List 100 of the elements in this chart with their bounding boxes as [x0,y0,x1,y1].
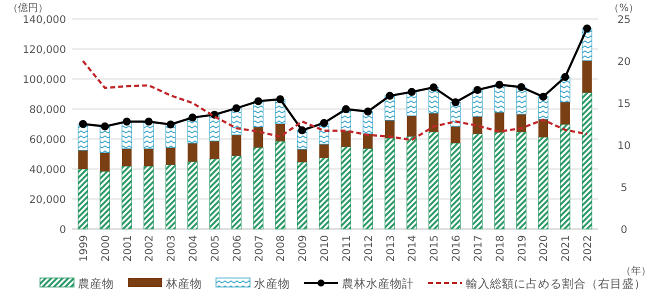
x-axis-title: （年） [621,265,651,277]
bar [100,126,110,153]
x-tick-label: 2006 [231,234,244,262]
point [254,97,262,106]
x-tick-label: 2022 [582,235,594,262]
y-tick-label: 140,000 [22,14,66,26]
legend: 林産物 [128,276,202,290]
bar [209,158,220,230]
x-tick-label: 2009 [297,235,310,262]
bar [341,130,351,147]
x-tick-label: 2019 [516,235,528,262]
y2-tick-label: 20 [617,56,631,68]
y2-tick-label: 0 [620,224,628,236]
y2-tick-label: 15 [617,98,631,110]
bar [560,102,570,124]
x-tick-label: 2013 [384,235,397,262]
y-tick-label: 60,000 [29,134,66,146]
y-tick-label: 100,000 [22,74,66,86]
bar [78,150,88,169]
bar [275,140,286,230]
x-tick-label: 2021 [560,235,572,262]
x-tick-label: 2014 [406,234,419,262]
point [188,114,197,122]
bar [516,132,526,230]
x-tick-label: 2005 [209,235,222,262]
point [452,98,460,106]
bar [406,116,417,136]
x-tick-label: 2000 [100,235,112,262]
point [298,126,306,134]
point [166,120,175,128]
x-tick-label: 2008 [275,235,288,262]
bar [319,144,329,158]
legend: 農林水産物計 [304,276,414,290]
bar [210,140,220,159]
point [517,83,526,92]
bar [384,120,395,138]
bar [406,136,417,230]
point [276,95,284,104]
point [583,24,592,32]
bar [253,147,264,230]
y-axis-title: （億円） [8,2,48,14]
point [408,88,416,96]
point [430,83,438,92]
y2-tick-label: 10 [617,140,631,152]
legend-label: 林産物 [165,276,202,290]
bar [494,112,504,132]
bar [384,138,395,230]
point [78,120,87,128]
legend: 輸入総額に占める割合（右目盛） [428,276,646,290]
bar [450,126,460,144]
bar [472,133,483,230]
x-tick-label: 2001 [122,235,134,262]
point [144,118,153,126]
bar [78,168,88,230]
x-tick-label: 2003 [166,235,178,262]
bar [297,162,308,230]
x-tick-label: 2020 [538,235,550,262]
legend: 水産物 [216,276,290,290]
point [364,108,372,116]
bar [253,126,264,148]
bar [428,113,438,132]
bar [144,148,154,166]
point [561,73,570,82]
legend-label: 農林水産物計 [342,276,414,290]
bar [494,132,504,230]
bar [450,142,461,230]
bar [188,143,198,162]
y-tick-label: 20,000 [29,194,66,206]
bar [538,119,548,138]
bar [340,146,352,230]
bar [232,134,242,156]
legend-label: 輸入総額に占める割合（右目盛） [466,276,646,290]
bar [472,116,482,134]
bar [362,148,373,230]
point [342,105,350,114]
point [100,122,109,130]
x-tick-label: 1999 [78,235,90,262]
y-tick-label: 120,000 [22,44,66,56]
bar [187,161,198,230]
bar [100,171,110,230]
x-tick-label: 2017 [472,235,484,262]
bar [122,166,132,230]
x-tick-label: 2018 [494,235,506,262]
x-tick-label: 2016 [450,234,463,262]
bar [582,60,592,93]
y2-tick-label: 5 [620,182,628,194]
legend: 農産物 [40,276,114,290]
x-tick-label: 2010 [319,235,332,262]
bar [166,164,176,230]
legend-label: 農産物 [78,276,114,290]
bar [538,136,548,230]
x-tick-label: 2004 [188,234,200,262]
y2-tick-label: 25 [617,14,631,26]
y-tick-label: 80,000 [29,104,66,116]
bar [231,156,242,230]
point [386,92,394,100]
bar [122,148,132,166]
bar [297,149,307,162]
bar [318,158,330,230]
bar [582,92,592,230]
